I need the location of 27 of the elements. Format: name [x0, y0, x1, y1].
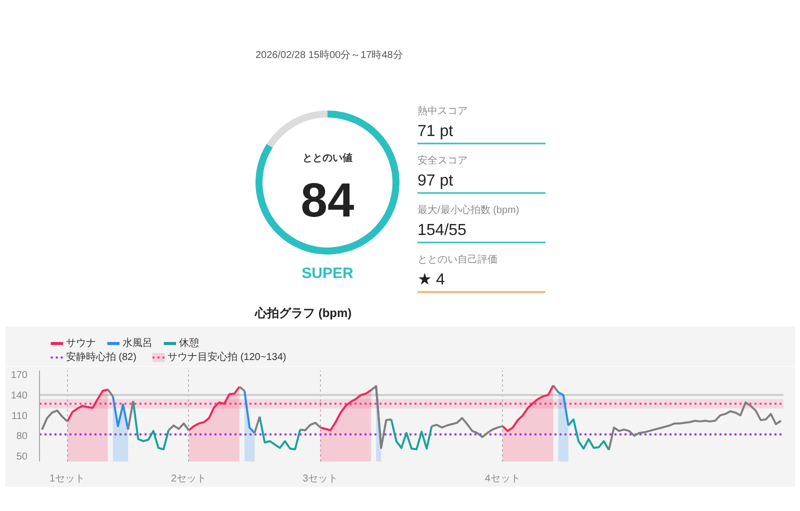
x-tick-label: 1セット [50, 474, 86, 484]
text: 97 pt [418, 172, 454, 190]
text: 安全スコア [418, 154, 468, 166]
text: 最大/最小心拍数 (bpm) [418, 204, 520, 216]
x-tick-label: 4セット [484, 474, 520, 484]
x-tick-label: 3セット [302, 474, 338, 484]
text: ととのい自己評価 [418, 254, 498, 266]
y-tick-label: 50 [16, 452, 28, 463]
data-label: 84 [300, 174, 354, 228]
x-tick-label: 2セット [171, 474, 207, 484]
legend-label: 安静時心拍 (82) [66, 351, 136, 363]
y-tick-label: 110 [12, 410, 28, 422]
text: 71 pt [418, 123, 454, 140]
legend-label: 水風呂 [122, 337, 152, 349]
y-tick-label: 80 [16, 431, 28, 442]
y-tick-label: 170 [10, 370, 28, 382]
legend-label: サウナ [66, 338, 96, 349]
text: ととのい値 [302, 152, 352, 164]
legend-label: 休憩 [178, 337, 199, 349]
y-tick-label: 140 [10, 390, 28, 402]
chart-title: 心拍グラフ (bpm) [255, 305, 352, 322]
text: ★ 4 [418, 272, 445, 288]
text: 2026/02/28 15時00分～17時48分 [256, 49, 403, 61]
text: SUPER [302, 265, 354, 282]
text: 154/55 [418, 222, 467, 239]
text: 熱中スコア [418, 105, 468, 117]
legend-label: サウナ目安心拍 (120~134) [168, 351, 286, 363]
